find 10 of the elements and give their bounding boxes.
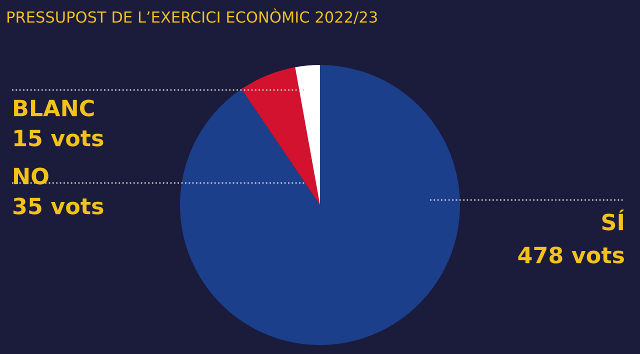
slice-label: BLANC — [14, 100, 94, 116]
slice-label: SÍ — [602, 210, 624, 230]
data-label: 478 vots — [518, 246, 624, 264]
chart-title: PRESSUPOST DE L’EXERCICI ECONÒMIC 2022/23 — [8, 8, 377, 24]
pie-slice — [180, 65, 460, 345]
slice-label: NO — [14, 168, 48, 184]
data-label: 35 vots — [13, 198, 104, 214]
pie-slice — [242, 67, 320, 205]
pie-slice — [295, 65, 320, 205]
data-label: 15 vots — [14, 130, 104, 146]
